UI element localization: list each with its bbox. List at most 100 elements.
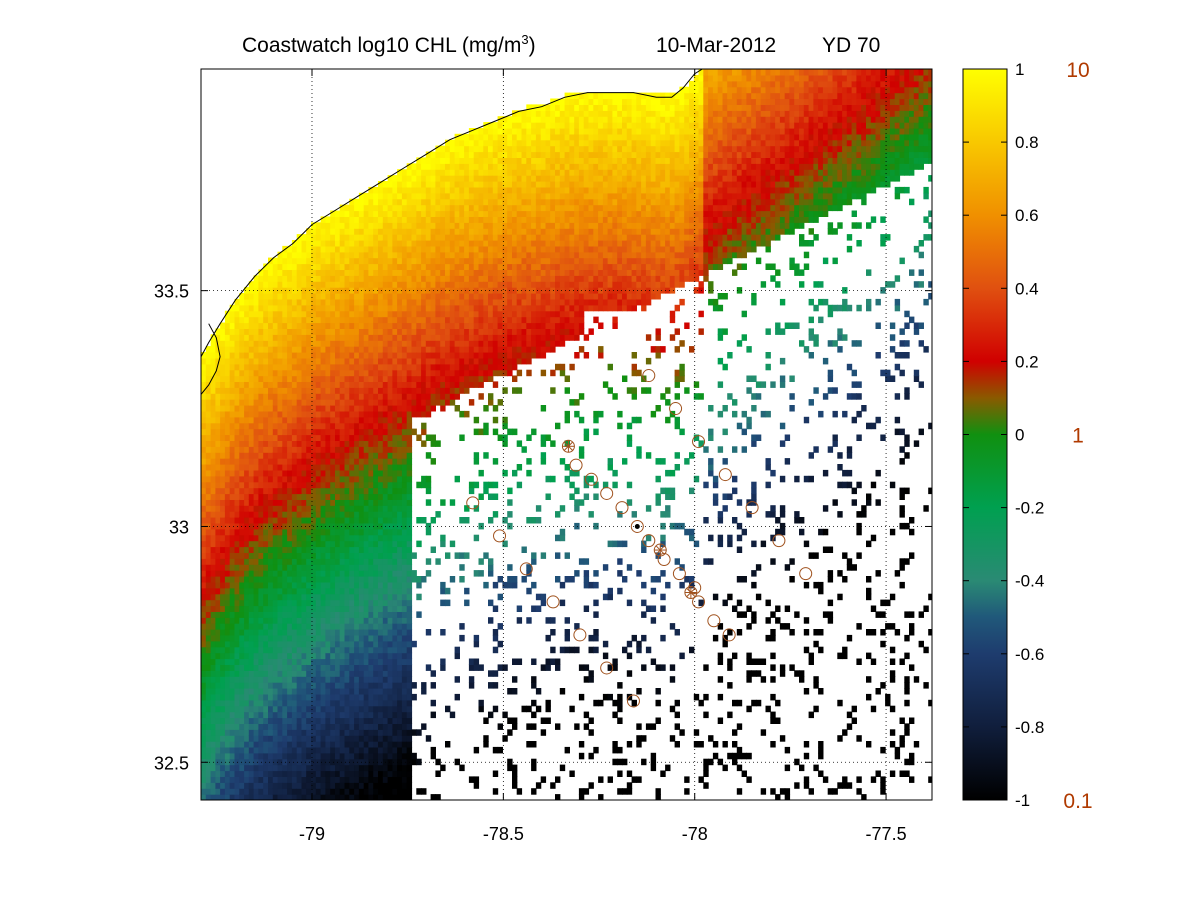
chl-pixel [387, 405, 393, 412]
chl-pixel [339, 794, 346, 800]
chl-pixel [325, 363, 331, 371]
chl-pixel [406, 298, 413, 306]
chl-pixel [406, 481, 413, 489]
chl-pixel [220, 558, 226, 565]
chl-pixel [272, 399, 279, 406]
chl-pixel [282, 729, 288, 736]
chl-pixel [468, 216, 475, 223]
chl-pixel [234, 552, 240, 559]
chl-pixel [253, 328, 259, 335]
chl-pixel [301, 617, 307, 624]
chl-pixel [301, 269, 307, 276]
chl-pixel [244, 481, 250, 489]
chl-pixel [315, 658, 322, 665]
chl-pixel [311, 558, 317, 565]
chl-pixel [421, 352, 427, 359]
chl-pixel [387, 528, 393, 536]
chl-pixel [330, 534, 336, 542]
chl-pixel [248, 464, 255, 471]
chl-pixel [464, 357, 470, 365]
chl-pixel [397, 634, 403, 642]
chl-pixel [354, 257, 360, 265]
chl-pixel [258, 387, 264, 394]
chl-pixel [258, 605, 264, 612]
chl-pixel [291, 399, 298, 406]
chl-pixel [244, 723, 250, 730]
chl-pixel [268, 328, 274, 335]
chl-pixel [301, 263, 307, 270]
chl-pixel [248, 363, 255, 371]
chl-pixel [349, 434, 355, 441]
chl-pixel [387, 640, 393, 648]
chl-pixel [325, 505, 331, 512]
chl-pixel [296, 416, 303, 424]
chl-pixel [239, 540, 245, 548]
chl-pixel [358, 581, 365, 589]
chl-pixel [210, 782, 216, 789]
chl-pixel [210, 564, 216, 571]
chl-pixel [258, 511, 264, 518]
chl-pixel [483, 741, 489, 748]
chl-pixel [354, 794, 360, 800]
chl-pixel [224, 729, 231, 736]
chl-pixel [287, 646, 293, 654]
chl-pixel [344, 611, 350, 618]
chl-pixel [382, 564, 389, 571]
chl-pixel [220, 340, 226, 347]
chl-pixel [306, 416, 312, 424]
chl-pixel [335, 770, 341, 777]
chl-pixel [392, 175, 398, 182]
chl-pixel [315, 623, 322, 630]
chl-pixel [335, 711, 341, 719]
chl-pixel [287, 416, 293, 424]
chl-pixel [378, 593, 384, 601]
chl-pixel [397, 363, 403, 371]
chl-pixel [397, 310, 403, 318]
chl-pixel [234, 676, 240, 683]
chl-pixel [339, 770, 346, 777]
chl-pixel [330, 493, 336, 500]
chl-pixel [368, 528, 374, 536]
chl-pixel [382, 505, 389, 512]
chl-pixel [229, 564, 236, 571]
chl-pixel [468, 186, 475, 194]
chl-pixel [311, 611, 317, 618]
chl-pixel [330, 758, 336, 766]
chl-pixel [368, 316, 374, 324]
chl-pixel [253, 493, 259, 500]
chl-pixel [354, 375, 360, 382]
chl-pixel [387, 387, 393, 394]
chl-pixel [201, 399, 207, 406]
chl-pixel [363, 405, 370, 412]
chl-pixel [468, 139, 475, 147]
chl-pixel [268, 416, 274, 424]
chl-pixel [378, 499, 384, 506]
chl-pixel [344, 581, 350, 589]
chl-pixel [368, 605, 374, 612]
chl-pixel [363, 576, 370, 583]
chl-pixel [397, 729, 403, 736]
chl-pixel [473, 128, 480, 135]
chl-pixel [210, 475, 216, 483]
chl-pixel [306, 328, 312, 335]
chl-pixel [210, 576, 216, 583]
chl-pixel [291, 746, 298, 754]
chl-pixel [248, 517, 255, 524]
chl-pixel [296, 281, 303, 288]
chl-pixel [306, 334, 312, 341]
chl-pixel [349, 387, 355, 394]
chl-pixel [330, 452, 336, 459]
chl-pixel [373, 640, 379, 648]
chl-pixel [239, 381, 245, 388]
chl-pixel [244, 776, 250, 783]
chl-pixel [311, 346, 317, 353]
chl-pixel [248, 410, 255, 418]
chl-pixel [354, 611, 360, 618]
chl-pixel [296, 605, 303, 612]
chl-pixel [325, 357, 331, 365]
chl-pixel [382, 670, 389, 677]
chl-pixel [473, 240, 480, 247]
chl-pixel [291, 758, 298, 766]
chl-pixel [291, 552, 298, 559]
chl-pixel [224, 346, 231, 353]
